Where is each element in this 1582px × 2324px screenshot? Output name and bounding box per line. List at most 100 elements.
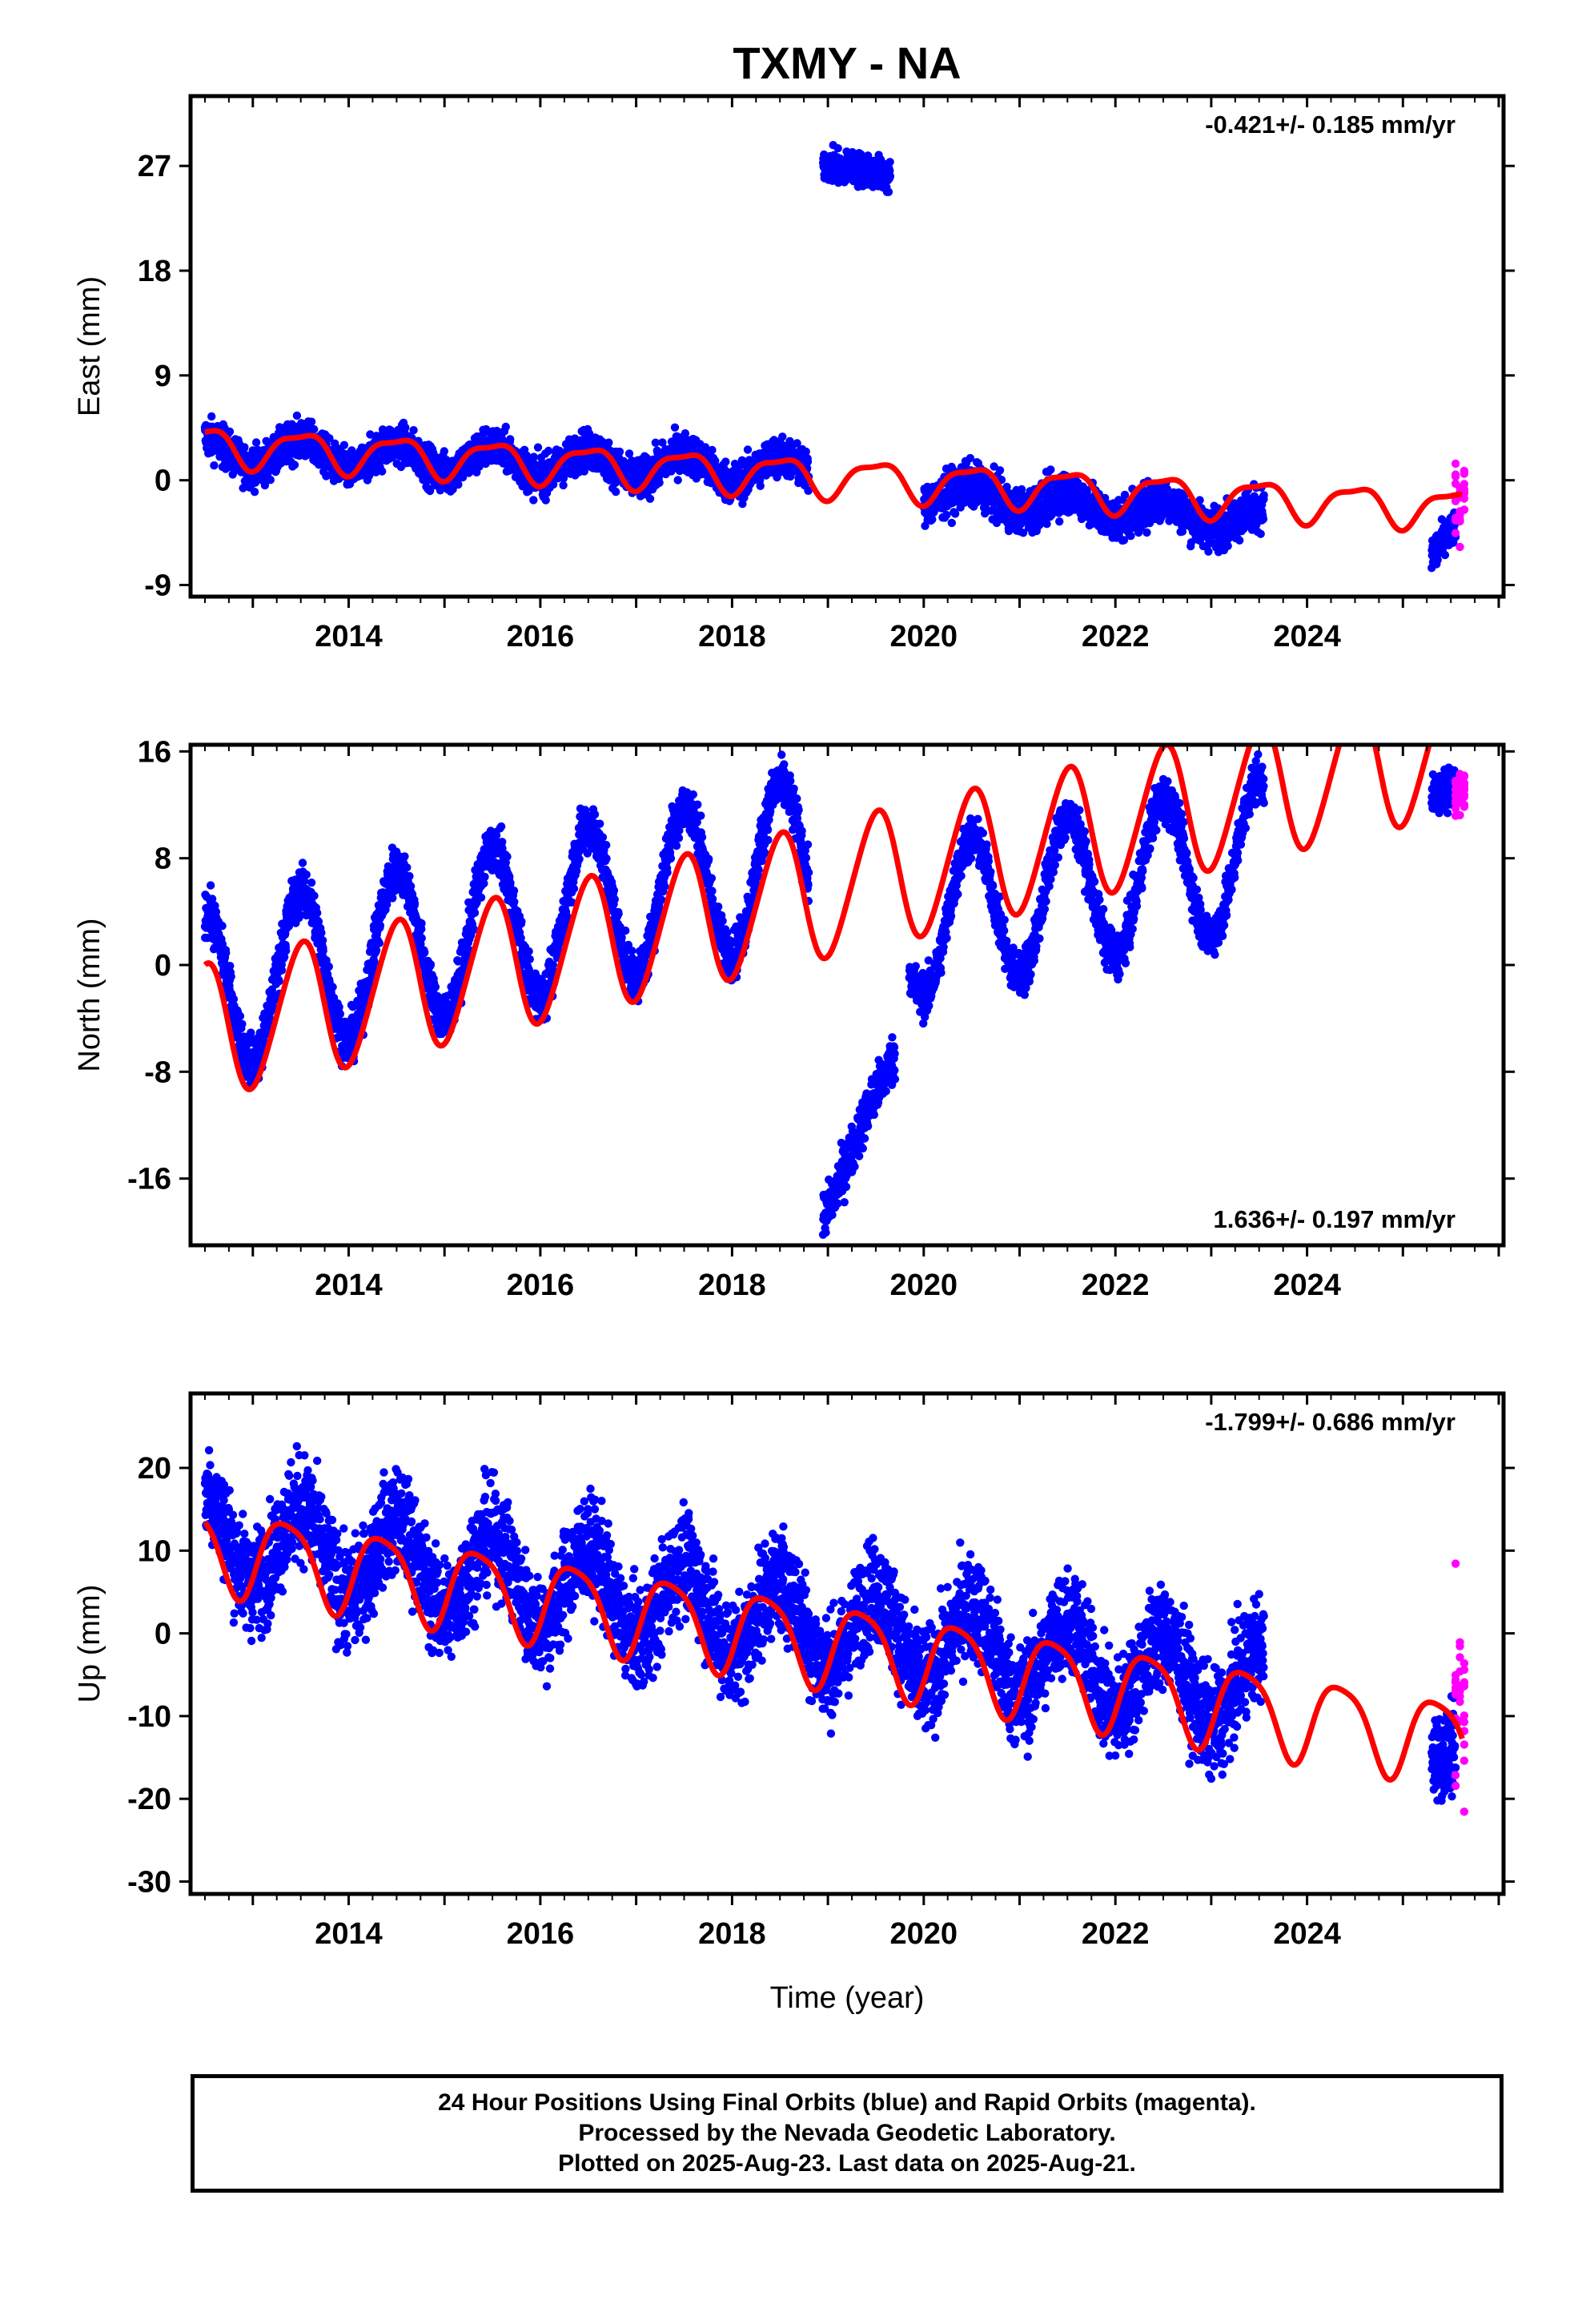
east-final-point xyxy=(1259,514,1268,524)
east-final-point xyxy=(310,424,319,434)
x-tick-label: 2018 xyxy=(698,620,766,653)
y-tick-label: 27 xyxy=(138,150,171,183)
east-rapid-point xyxy=(1460,480,1469,489)
east-final-point xyxy=(290,460,299,469)
east-final-point xyxy=(778,432,787,441)
east-final-point xyxy=(339,440,349,449)
east-final-point xyxy=(834,179,843,187)
east-final-point xyxy=(1204,547,1213,556)
east-final-point xyxy=(1082,488,1091,497)
east-final-point xyxy=(401,423,410,432)
east-final-point xyxy=(529,496,538,505)
east-final-point xyxy=(721,457,730,466)
east-final-point xyxy=(454,480,463,489)
east-final-point xyxy=(1223,541,1232,550)
east-rate-label: -0.421+/- 0.185 mm/yr xyxy=(1205,111,1456,139)
north-final-point xyxy=(238,1019,247,1029)
east-final-point xyxy=(624,449,634,458)
east-final-point xyxy=(950,509,960,518)
east-final-point xyxy=(1046,465,1055,474)
east-final-point xyxy=(1440,550,1450,560)
east-final-point xyxy=(240,443,249,452)
east-plot-frame xyxy=(188,94,1506,599)
east-final-point xyxy=(1195,496,1204,505)
east-rapid-point xyxy=(1451,513,1460,522)
east-rapid-point xyxy=(1460,505,1469,514)
east-final-point xyxy=(1259,491,1268,500)
east-final-point xyxy=(1142,528,1151,537)
east-final-point xyxy=(670,423,680,432)
east-final-point xyxy=(701,443,710,452)
north-final-point xyxy=(218,922,227,931)
east-final-point xyxy=(207,412,216,421)
north-plot-area xyxy=(200,745,1469,1240)
east-final-point xyxy=(1002,482,1011,492)
east-rapid-point xyxy=(1451,529,1460,537)
east-final-point xyxy=(307,417,316,426)
y-tick-label: 9 xyxy=(155,360,171,393)
east-final-point xyxy=(1433,556,1442,565)
east-final-point xyxy=(548,480,558,489)
east-y-axis-label: East (mm) xyxy=(73,276,106,416)
east-final-point xyxy=(225,427,235,436)
north-final-point xyxy=(247,1028,255,1037)
east-final-point xyxy=(673,476,682,485)
east-final-point xyxy=(322,471,331,480)
north-final-point xyxy=(235,1011,245,1021)
east-final-point xyxy=(928,515,937,524)
east-final-point xyxy=(801,447,810,456)
north-final-point xyxy=(206,881,215,890)
east-final-point xyxy=(1119,536,1129,545)
east-final-point xyxy=(885,172,895,181)
east-final-point xyxy=(1256,529,1265,538)
east-final-point xyxy=(409,426,418,435)
chart-title: TXMY - NA xyxy=(733,38,961,88)
east-final-point xyxy=(533,443,543,452)
east-final-point xyxy=(210,461,219,470)
east-final-point xyxy=(612,487,620,497)
east-final-point xyxy=(1042,520,1051,529)
east-final-point xyxy=(833,144,842,153)
north-final-point xyxy=(211,907,221,917)
east-final-point xyxy=(440,447,448,456)
east-final-point xyxy=(1018,529,1028,537)
east-final-point xyxy=(884,187,893,196)
east-final-point xyxy=(604,438,613,447)
east-final-point xyxy=(743,445,753,454)
north-final-point xyxy=(226,962,235,971)
east-final-point xyxy=(251,438,261,447)
east-rapid-point xyxy=(1460,466,1469,476)
east-final-point xyxy=(615,447,624,456)
north-final-point xyxy=(229,995,239,1003)
east-final-point xyxy=(655,478,664,487)
east-final-point xyxy=(501,422,510,432)
east-rapid-point xyxy=(1456,542,1464,552)
east-final-point xyxy=(1055,517,1064,526)
x-tick-label: 2022 xyxy=(1082,620,1150,653)
x-tick-label: 2024 xyxy=(1273,620,1341,653)
east-final-point xyxy=(524,486,533,496)
east-rapid-point xyxy=(1451,479,1460,489)
east-final-point xyxy=(378,467,387,476)
east-final-point xyxy=(651,438,660,447)
east-final-point xyxy=(966,453,975,463)
east-final-point xyxy=(292,411,302,420)
east-final-point xyxy=(541,496,550,505)
east-final-point xyxy=(529,452,538,461)
east-rapid-point xyxy=(1451,470,1460,479)
east-final-point xyxy=(793,439,801,448)
north-final-point xyxy=(227,972,235,981)
east-final-point xyxy=(1235,536,1244,545)
east-final-point xyxy=(250,488,259,497)
east-final-point xyxy=(260,480,270,490)
east-final-point xyxy=(1017,485,1026,494)
east-final-point xyxy=(658,438,667,447)
x-tick-label: 2014 xyxy=(315,620,383,653)
east-final-point xyxy=(645,494,655,503)
north-final-point xyxy=(207,895,217,903)
east-final-point xyxy=(708,445,717,455)
east-final-point xyxy=(1178,527,1187,536)
east-final-point xyxy=(560,470,569,480)
